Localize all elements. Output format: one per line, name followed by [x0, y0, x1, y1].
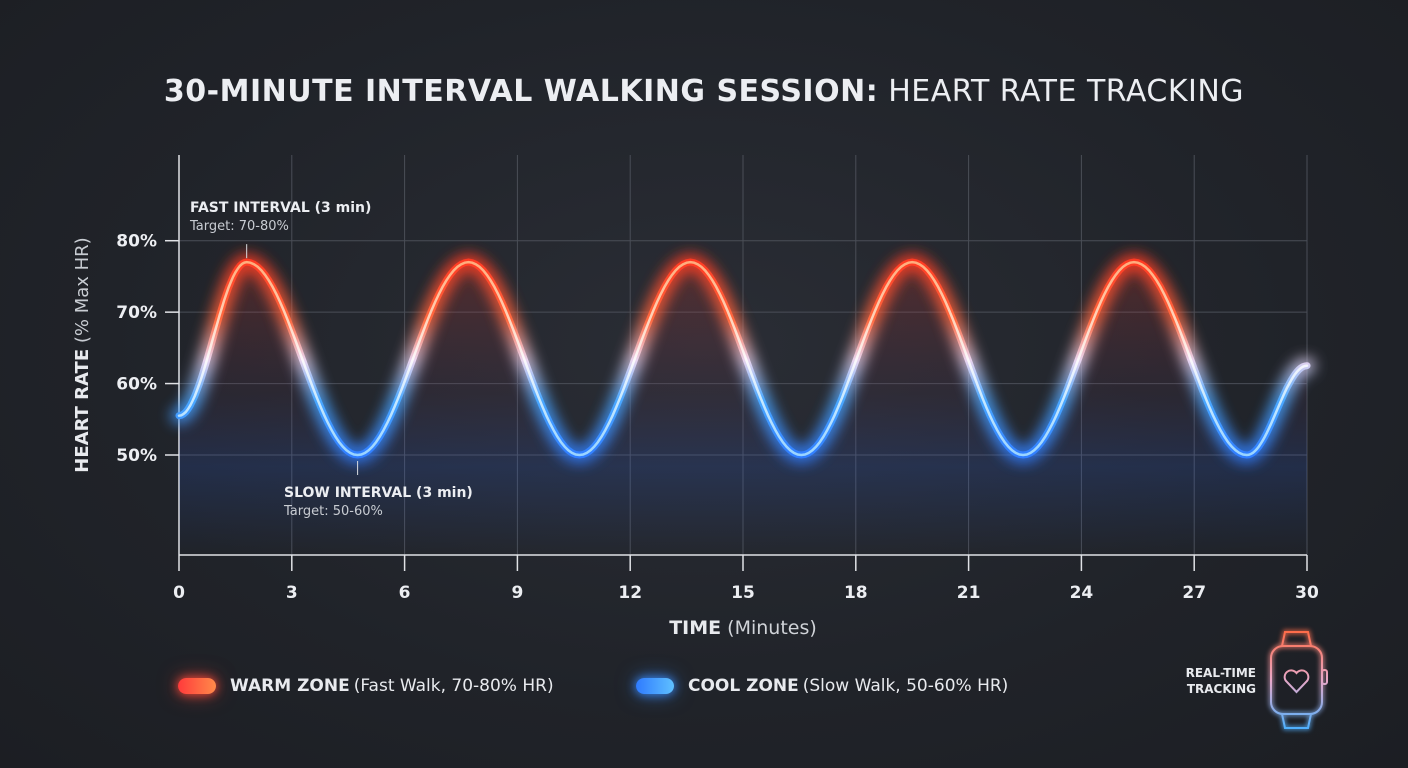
x-tick-label: 21 [957, 583, 981, 603]
cool-zone-swatch [636, 678, 674, 694]
x-axis-label: TIME (Minutes) [669, 617, 817, 639]
y-tick-label: 50% [116, 446, 157, 466]
x-tick-label: 12 [618, 583, 642, 603]
annotation-text: Target: 50-60% [283, 504, 383, 519]
x-tick-label: 30 [1295, 583, 1319, 603]
annotation-title: FAST INTERVAL (3 min) [190, 200, 371, 216]
y-tick-label: 70% [116, 303, 157, 323]
y-axis-label: HEART RATE (% Max HR) [72, 237, 93, 472]
series-area-fill [179, 262, 1307, 555]
annotation-text: Target: 70-80% [189, 219, 289, 234]
x-tick-label: 18 [844, 583, 868, 603]
annotation-title: SLOW INTERVAL (3 min) [284, 485, 473, 501]
legend-warm-zone: WARM ZONE (Fast Walk, 70-80% HR) [178, 676, 554, 696]
real-time-tracking-label: REAL-TIME TRACKING [1185, 666, 1256, 696]
x-tick-label: 27 [1182, 583, 1206, 603]
x-tick-label: 9 [511, 583, 523, 603]
series-line-core [177, 260, 1309, 457]
chart-title: 30-MINUTE INTERVAL WALKING SESSION: HEAR… [163, 74, 1245, 109]
y-tick-label: 60% [116, 375, 157, 395]
x-tick-label: 15 [731, 583, 755, 603]
x-tick-label: 0 [173, 583, 185, 603]
x-tick-label: 3 [286, 583, 298, 603]
smartwatch-heart-icon [1269, 630, 1328, 730]
y-tick-label: 80% [116, 232, 157, 252]
legend-cool-zone: COOL ZONE (Slow Walk, 50-60% HR) [636, 676, 1008, 696]
warm-zone-swatch [178, 678, 216, 694]
x-tick-label: 24 [1070, 583, 1094, 603]
x-tick-label: 6 [399, 583, 411, 603]
